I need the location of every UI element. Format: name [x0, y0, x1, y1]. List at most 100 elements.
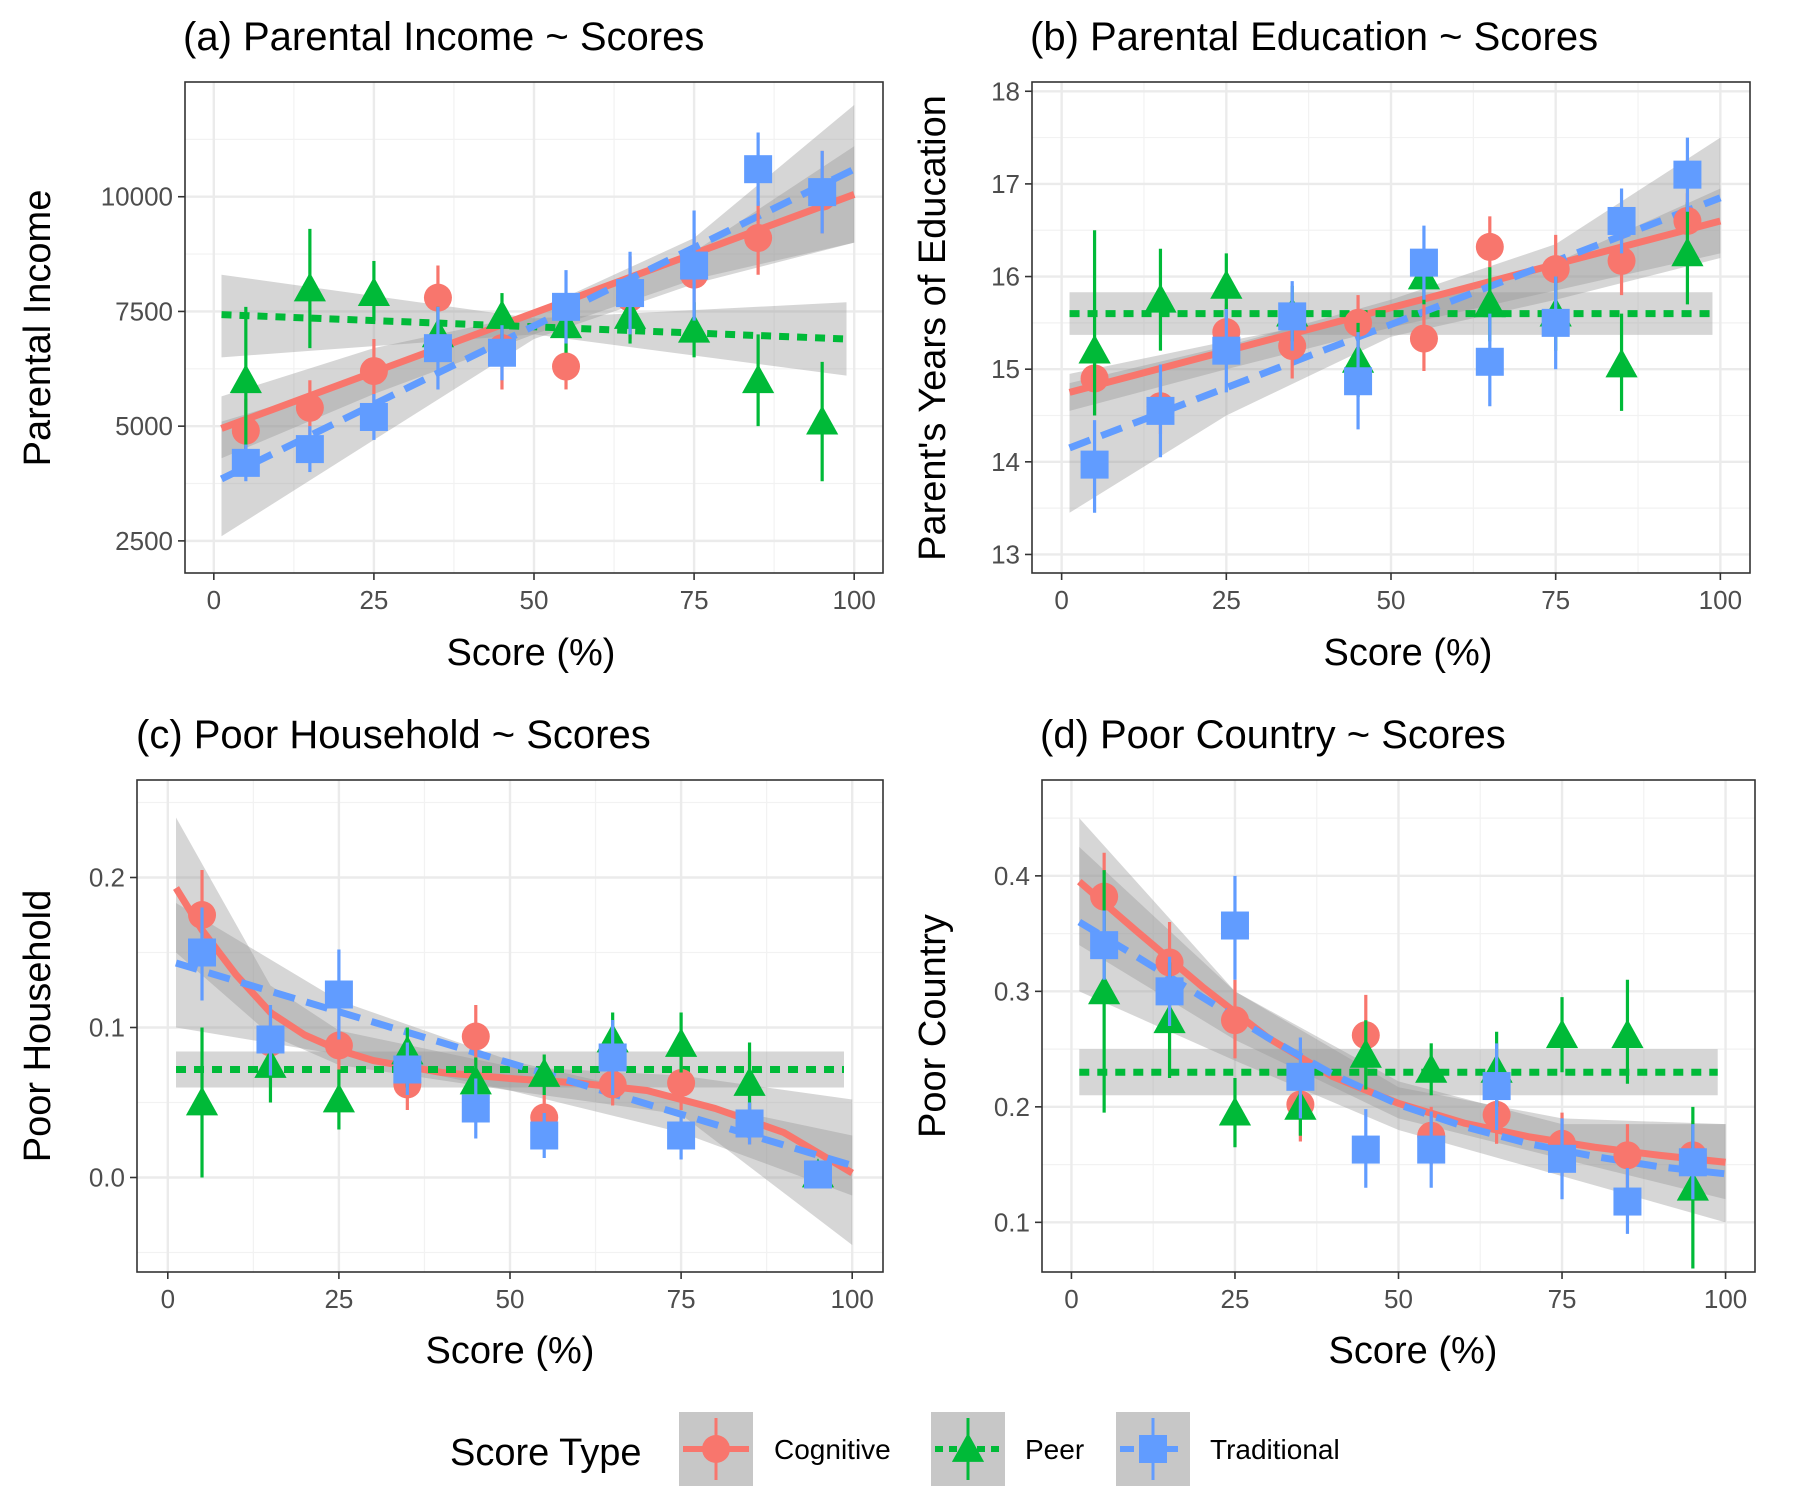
panel-c-traditional-point — [598, 1043, 627, 1072]
panel-a-xtick-label: 0 — [207, 585, 221, 615]
panel-c-peer-point — [322, 1083, 355, 1113]
panel-d-xtick-label: 100 — [1704, 1284, 1747, 1314]
panel-c-traditional-point — [461, 1094, 490, 1123]
panel-d-xtick-label: 25 — [1221, 1284, 1250, 1314]
panel-a-frame — [184, 81, 884, 574]
panel-c-traditional-point — [735, 1109, 764, 1138]
panel-d-ytick-label: 0.1 — [994, 1207, 1030, 1237]
panel-c-cognitive-point — [461, 1022, 490, 1051]
panel-a-traditional-point — [231, 448, 260, 477]
panel-c-ytick-label: 0.0 — [89, 1163, 125, 1193]
panel-b-traditional-point — [1080, 450, 1109, 479]
panel-b-peer-point — [1210, 269, 1243, 299]
panel-c-xtick-label: 25 — [324, 1284, 353, 1314]
panel-d-peer-point — [1349, 1038, 1382, 1068]
panel-b-xtick-label: 100 — [1699, 585, 1742, 615]
panel-a-ytick-label: 2500 — [115, 526, 173, 556]
panel-a-cognitive-point — [552, 352, 581, 381]
panel-b-traditional-point — [1475, 347, 1504, 376]
legend-label-traditional: Traditional — [1210, 1434, 1340, 1465]
panel-d-traditional-point — [1613, 1187, 1642, 1216]
panel-d-ytick-label: 0.2 — [994, 1092, 1030, 1122]
panel-d-peer-point — [1415, 1053, 1448, 1083]
panel-c-peer-point — [528, 1057, 561, 1087]
panel-a-xtick-label: 25 — [359, 585, 388, 615]
panel-d-peer-point — [1088, 975, 1121, 1005]
panel-d-cognitive-point — [1613, 1141, 1642, 1170]
panel-d-plot: 0 25 50 75 100 0.1 0.2 0.3 0.4 — [994, 779, 1756, 1314]
panel-d-peer-point — [1218, 1096, 1252, 1126]
panel-d-traditional-point — [1090, 931, 1119, 960]
panel-a-peer-point — [485, 299, 519, 329]
panel-b-ytick-label: 15 — [991, 354, 1020, 384]
panel-b-ytick-label: 16 — [991, 262, 1020, 292]
panel-a-peer-point — [229, 364, 262, 394]
panel-d-cognitive-point — [1220, 1006, 1249, 1035]
panel-a-xlabel: Score (%) — [447, 632, 616, 674]
panel-d: (d) Poor Country ~ Scores Score (%) Poor… — [912, 713, 1756, 1372]
panel-a-cognitive-point — [359, 357, 388, 386]
panel-a-traditional-point — [744, 155, 773, 184]
panel-d-ylabel: Poor Country — [912, 914, 954, 1138]
panel-d-traditional-band — [1079, 846, 1726, 1223]
panel-b-title: (b) Parental Education ~ Scores — [1030, 15, 1598, 59]
panel-d-xlabel: Score (%) — [1329, 1330, 1498, 1372]
panel-a: (a) Parental Income ~ Scores Score (%) P… — [17, 15, 884, 674]
panel-b-traditional-point — [1409, 248, 1438, 277]
panel-c-ytick-label: 0.1 — [89, 1013, 125, 1043]
panel-d-peer-point — [1545, 1019, 1579, 1049]
panel-c-traditional-point — [188, 938, 217, 967]
panel-b-peer-point — [1473, 288, 1506, 318]
panel-b-xtick-label: 25 — [1212, 585, 1241, 615]
panel-b-xtick-label: 75 — [1541, 585, 1570, 615]
panel-a-cognitive-point — [423, 283, 452, 312]
legend-label-cognitive: Cognitive — [774, 1434, 891, 1465]
legend-keys: Cognitive Peer Traditional — [679, 1412, 1340, 1486]
panel-a-xtick-label: 100 — [832, 585, 875, 615]
panel-c-cognitive-band — [176, 817, 853, 1245]
panel-a-peer-point — [357, 276, 391, 306]
panel-c-ytick-label: 0.2 — [89, 863, 125, 893]
panel-a-ytick-label: 10000 — [101, 182, 173, 212]
panel-a-xtick-label: 50 — [520, 585, 549, 615]
panel-c-peer-point — [185, 1086, 219, 1116]
panel-c-xtick-label: 0 — [161, 1284, 175, 1314]
panel-b-ytick-label: 13 — [991, 539, 1020, 569]
panel-a-traditional-fit-line — [219, 166, 856, 483]
panel-b-xlabel: Score (%) — [1324, 632, 1493, 674]
panel-b-ytick-label: 18 — [991, 76, 1020, 106]
legend: Score Type Cognitive Peer Traditional — [450, 1412, 1340, 1486]
panel-a-traditional-point — [359, 402, 388, 431]
legend-title: Score Type — [450, 1432, 642, 1474]
panel-b-traditional-point — [1146, 396, 1175, 425]
panel-b-peer-point — [1671, 237, 1704, 267]
panel-b-cognitive-point — [1409, 324, 1438, 353]
panel-c: (c) Poor Household ~ Scores Score (%) Po… — [17, 713, 884, 1372]
panel-b: (b) Parental Education ~ Scores Score (%… — [912, 15, 1751, 674]
panel-c-cognitive-point — [324, 1031, 353, 1060]
panel-c-traditional-point — [667, 1121, 696, 1150]
panel-d-xtick-label: 75 — [1548, 1284, 1577, 1314]
panel-b-traditional-point — [1607, 206, 1636, 235]
panel-b-plot: 0 25 50 75 100 13 14 15 16 17 18 — [991, 76, 1751, 615]
panel-a-traditional-point — [423, 334, 452, 363]
panel-b-cognitive-fit-line — [1068, 217, 1722, 396]
panel-c-traditional-point — [803, 1160, 832, 1189]
panel-d-peer-point — [1611, 1019, 1644, 1049]
panel-c-xtick-label: 50 — [496, 1284, 525, 1314]
panel-b-traditional-point — [1278, 302, 1307, 331]
panel-a-traditional-point — [680, 251, 709, 280]
panel-a-peer-point — [806, 405, 839, 435]
panel-d-ytick-label: 0.4 — [994, 861, 1030, 891]
panel-c-title: (c) Poor Household ~ Scores — [136, 713, 651, 757]
panel-d-traditional-point — [1351, 1135, 1380, 1164]
panel-d-title: (d) Poor Country ~ Scores — [1040, 713, 1506, 757]
panel-d-traditional-point — [1155, 977, 1184, 1006]
panel-a-cognitive-point — [295, 393, 324, 422]
panel-c-peer-point — [733, 1066, 766, 1096]
panel-b-traditional-fit-line — [1068, 194, 1722, 452]
panel-c-traditional-point — [393, 1055, 422, 1084]
panel-b-ytick-label: 17 — [991, 169, 1020, 199]
panel-d-traditional-point — [1286, 1062, 1315, 1091]
panel-c-traditional-point — [530, 1121, 559, 1150]
